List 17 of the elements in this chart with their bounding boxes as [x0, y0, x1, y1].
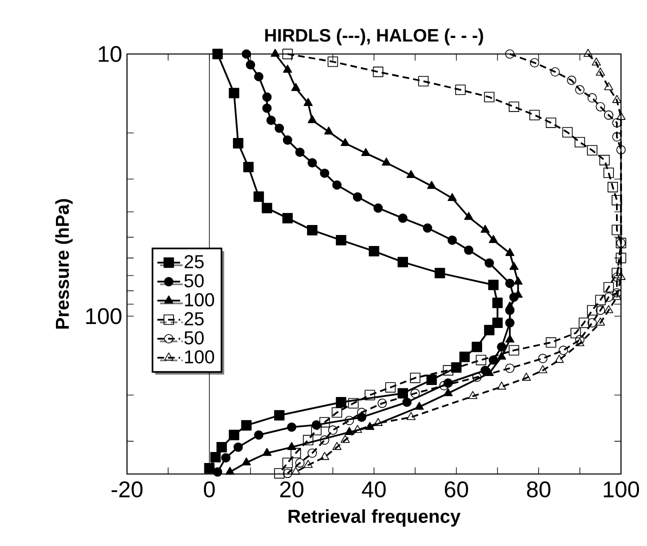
legend-label: 25	[184, 312, 204, 326]
x-tick-label: 20	[280, 481, 304, 498]
legend-label: 100	[185, 293, 214, 306]
legend-label: 50	[184, 331, 204, 344]
x-tick-label: 80	[527, 481, 550, 498]
x-axis-title: Retrieval frequency	[288, 509, 461, 527]
x-tick-label: 100	[604, 481, 640, 498]
chart-title: HIRDLS (---), HALOE (- - -)	[265, 28, 484, 46]
y-axis-title: Pressure (hPa)	[55, 199, 73, 329]
x-tick-label: 40	[362, 481, 386, 498]
legend-label: 100	[185, 350, 214, 364]
x-tick-label: 0	[204, 481, 215, 498]
legend-label: 50	[184, 274, 204, 288]
y-tick-label: 10	[98, 46, 122, 62]
legend-label: 25	[184, 255, 204, 268]
x-tick-label: -20	[112, 481, 143, 498]
x-tick-label: 60	[444, 481, 468, 498]
